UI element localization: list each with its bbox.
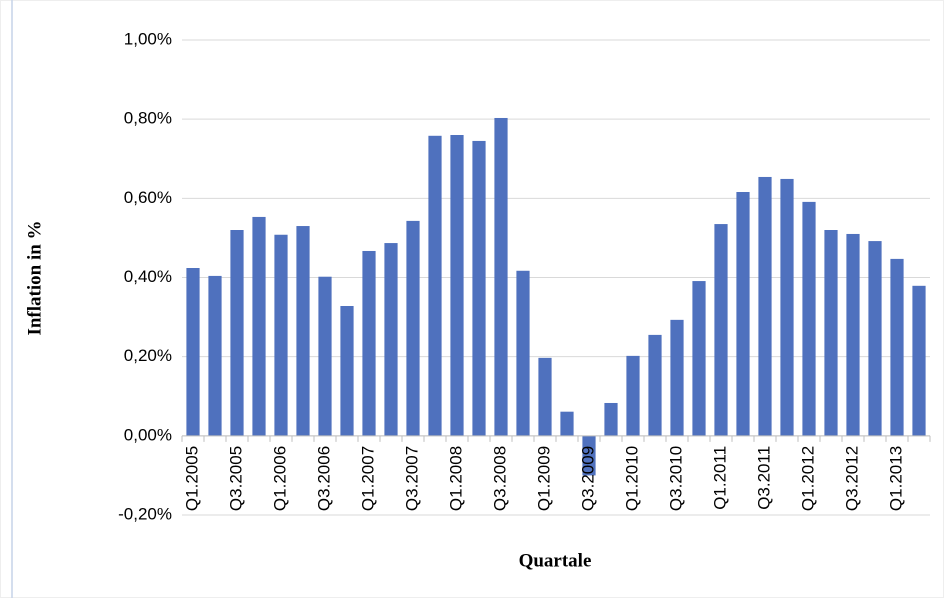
x-tick-label: Q3.2009 [578, 446, 597, 511]
bar [186, 268, 200, 436]
bar [362, 250, 376, 436]
bar [692, 281, 706, 436]
bar [318, 276, 332, 436]
bar [406, 220, 420, 436]
bar [736, 192, 750, 436]
bar [560, 411, 574, 436]
bar [582, 435, 596, 476]
y-tick-label: 0,00% [124, 425, 172, 444]
y-tick-label: 0,80% [124, 109, 172, 128]
bar [714, 224, 728, 436]
x-tick-label: Q3.2011 [754, 446, 773, 510]
x-tick-label: Q3.2005 [226, 446, 245, 511]
bar [780, 178, 794, 436]
x-tick-label: Q1.2007 [358, 446, 377, 511]
bar [758, 176, 772, 436]
bar [208, 275, 222, 436]
bar [846, 233, 860, 436]
bar [428, 135, 442, 436]
bar [494, 117, 508, 436]
bar [340, 306, 354, 436]
x-tick-label: Q3.2010 [666, 446, 685, 511]
bar [626, 355, 640, 436]
x-tick-label: Q3.2012 [842, 446, 861, 511]
y-tick-label: 0,20% [124, 346, 172, 365]
y-axis-title: Inflation in % [24, 220, 45, 335]
y-tick-label: 0,40% [124, 267, 172, 286]
x-tick-label: Q1.2006 [270, 446, 289, 511]
bar [384, 243, 398, 436]
bar [802, 201, 816, 436]
x-tick-label: Q1.2011 [710, 446, 729, 510]
bar [824, 230, 838, 436]
bar [868, 241, 882, 436]
bar [450, 135, 464, 436]
bar [912, 285, 926, 436]
x-tick-label: Q3.2007 [402, 446, 421, 511]
x-tick-label: Q1.2013 [886, 446, 905, 511]
bar [252, 216, 266, 436]
x-tick-label: Q1.2005 [182, 446, 201, 511]
y-tick-label: -0,20% [118, 504, 172, 523]
x-tick-label: Q1.2010 [622, 446, 641, 511]
x-tick-label: Q1.2008 [446, 446, 465, 511]
y-tick-label: 0,60% [124, 188, 172, 207]
bar [296, 226, 310, 436]
x-axis-title: Quartale [519, 550, 592, 571]
x-tick-label: Q3.2008 [490, 446, 509, 511]
bar [670, 319, 684, 436]
bar [604, 402, 618, 436]
bar [648, 334, 662, 436]
bar [890, 258, 904, 436]
x-tick-label: Q1.2012 [798, 446, 817, 511]
y-tick-label: 1,00% [124, 29, 172, 48]
x-tick-label: Q3.2006 [314, 446, 333, 511]
bar [516, 270, 530, 436]
bar [230, 230, 244, 436]
bar [472, 140, 486, 436]
bar [538, 357, 552, 436]
bar [274, 234, 288, 436]
x-tick-label: Q1.2009 [534, 446, 553, 511]
